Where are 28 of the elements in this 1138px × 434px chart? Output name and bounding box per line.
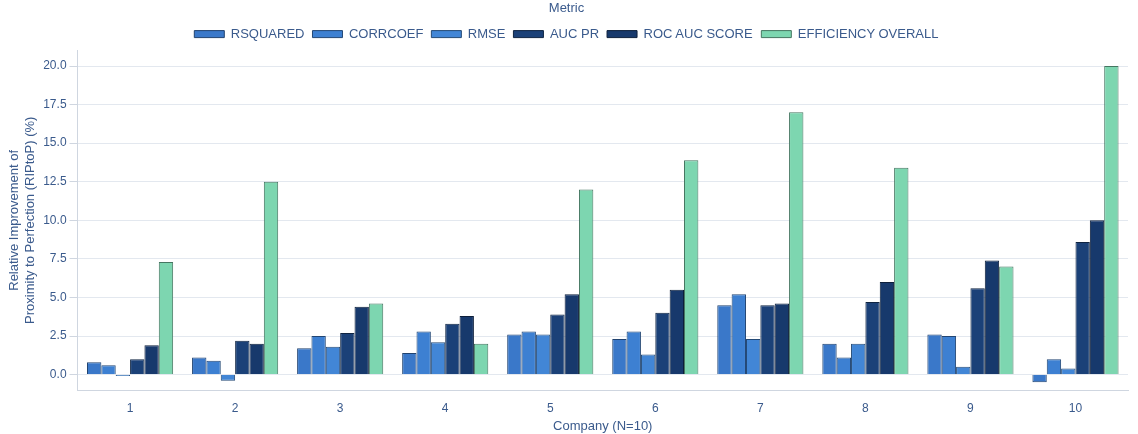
x-tick-label: 1 xyxy=(126,400,134,415)
x-tick-label: 10 xyxy=(1068,400,1083,415)
legend-label: RSQUARED xyxy=(230,25,305,41)
x-tick-label: 5 xyxy=(546,400,554,415)
legend-label: AUC PR xyxy=(549,25,600,41)
x-tick-label: 6 xyxy=(651,400,659,415)
y-axis-title: Relative Improvement of Proximity to Perfection (RIPtoP) (%) xyxy=(6,116,37,324)
x-tick-label: 7 xyxy=(757,400,764,415)
x-tick-label: 9 xyxy=(967,400,975,415)
y-tick-label: 20.0 xyxy=(43,58,67,73)
legend-label: CORRCOEF xyxy=(348,25,424,41)
legend-label: ROC AUC SCORE xyxy=(643,25,753,41)
y-tick-label: 15.0 xyxy=(43,135,67,150)
y-tick-label: 2.5 xyxy=(49,328,67,343)
x-tick-label: 2 xyxy=(231,400,239,415)
y-tick-label: 17.5 xyxy=(43,96,67,111)
y-tick-label: 10.0 xyxy=(43,212,67,227)
x-tick-label: 8 xyxy=(862,400,870,415)
x-tick-label: 3 xyxy=(336,400,344,415)
y-tick-label: 7.5 xyxy=(49,251,67,266)
legend-title: Metric xyxy=(548,0,585,16)
x-tick-label: 4 xyxy=(441,400,449,415)
legend-label: EFFICIENCY OVERALL xyxy=(797,25,939,41)
y-tick-label: 0.0 xyxy=(49,366,67,381)
x-axis-title: Company (N=10) xyxy=(553,417,653,433)
y-tick-label: 12.5 xyxy=(43,174,67,189)
legend-label: RMSE xyxy=(467,25,506,41)
y-tick-label: 5.0 xyxy=(49,289,67,304)
